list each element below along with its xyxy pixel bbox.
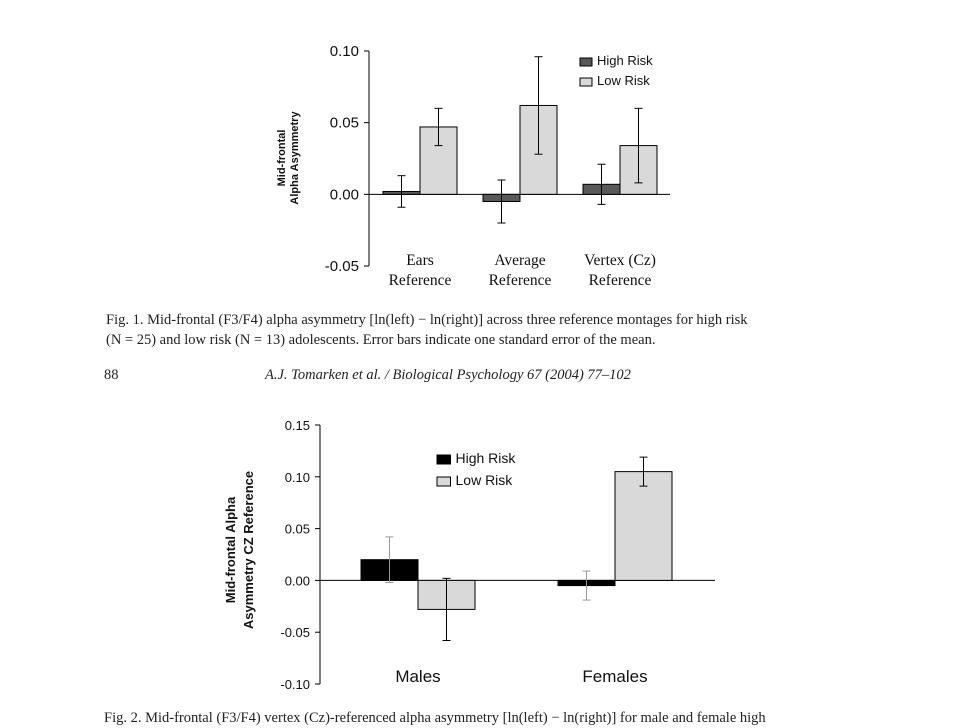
- y-axis-label-line: Mid-frontal: [276, 130, 288, 187]
- x-category-label: Ears: [406, 252, 434, 269]
- y-tick-label: -0.05: [280, 625, 310, 640]
- y-tick-label: 0.10: [285, 470, 310, 485]
- figure-1-caption: Fig. 1. Mid-frontal (F3/F4) alpha asymme…: [106, 310, 748, 350]
- y-axis-label: Mid-frontal Alpha Asymmetry CZ Reference: [223, 471, 256, 629]
- legend-swatch: [436, 476, 451, 487]
- y-axis-label: Mid-frontalAlpha Asymmetry: [276, 111, 301, 205]
- y-axis-label-line: Alpha Asymmetry: [289, 111, 301, 205]
- x-category-label: Reference: [389, 272, 452, 289]
- legend-label: Low Risk: [456, 472, 514, 488]
- x-category-label: Reference: [589, 272, 652, 289]
- x-category-label: Average: [494, 252, 545, 269]
- legend-swatch: [579, 77, 593, 87]
- x-category-label: Males: [395, 667, 440, 686]
- running-head: A.J. Tomarken et al. / Biological Psycho…: [265, 367, 631, 383]
- y-tick-label: 0.05: [330, 115, 359, 132]
- figure-1-caption-line-1: Fig. 1. Mid-frontal (F3/F4) alpha asymme…: [106, 312, 748, 328]
- y-tick-label: 0.00: [285, 573, 310, 588]
- bar: [614, 471, 673, 581]
- y-axis-label-line: Asymmetry CZ Reference: [241, 471, 256, 629]
- legend-label: High Risk: [456, 450, 517, 466]
- y-axis-label-line: Mid-frontal Alpha: [223, 496, 238, 603]
- y-tick-label: -0.05: [325, 258, 359, 275]
- y-tick-label: -0.10: [280, 677, 310, 692]
- x-category-label: Reference: [489, 272, 552, 289]
- legend-label: High Risk: [597, 53, 653, 68]
- legend-swatch: [579, 57, 593, 67]
- x-category-label: Females: [582, 667, 647, 686]
- x-category-label: Vertex (Cz): [584, 252, 656, 269]
- figure-2-caption-line-1: Fig. 2. Mid-frontal (F3/F4) vertex (Cz)-…: [104, 710, 766, 726]
- y-tick-label: 0.05: [285, 522, 310, 537]
- y-tick-label: 0.15: [285, 418, 310, 433]
- legend-label: Low Risk: [597, 73, 650, 88]
- figure-2-caption: Fig. 2. Mid-frontal (F3/F4) vertex (Cz)-…: [104, 708, 766, 728]
- legend-swatch: [436, 454, 451, 465]
- page-number: 88: [104, 367, 119, 383]
- y-tick-label: 0.00: [330, 186, 359, 203]
- figure-1-caption-line-2: (N = 25) and low risk (N = 13) adolescen…: [106, 332, 656, 348]
- y-tick-label: 0.10: [330, 43, 359, 60]
